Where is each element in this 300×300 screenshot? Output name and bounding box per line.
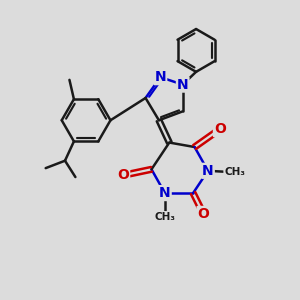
Text: N: N: [154, 70, 166, 84]
Text: O: O: [117, 168, 129, 182]
Text: N: N: [159, 186, 171, 200]
Text: N: N: [177, 78, 188, 92]
Text: N: N: [202, 164, 214, 178]
Text: CH₃: CH₃: [154, 212, 176, 222]
Text: CH₃: CH₃: [224, 167, 245, 177]
Text: O: O: [214, 122, 226, 136]
Text: O: O: [198, 207, 209, 221]
